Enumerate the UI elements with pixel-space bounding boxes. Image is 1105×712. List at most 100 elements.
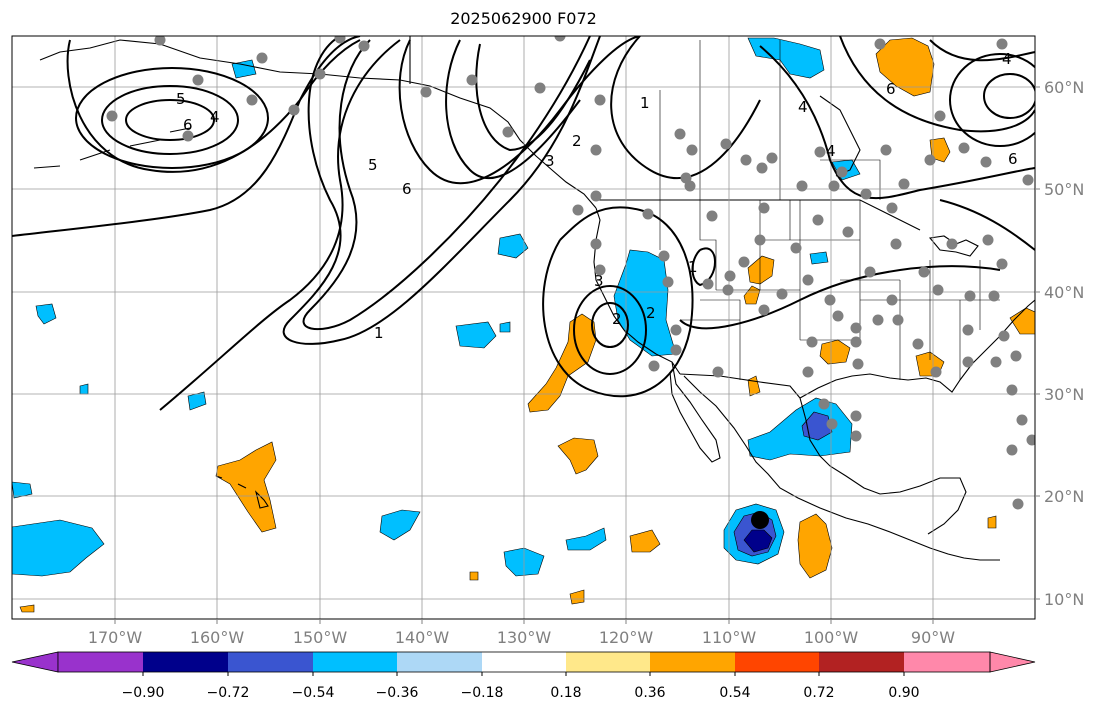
colorbar-tick-label: −0.36 <box>376 685 419 701</box>
station-dot <box>850 322 862 334</box>
station-dot <box>594 264 606 276</box>
station-dot <box>918 266 930 278</box>
positive-anomaly-pacific-1 <box>557 437 599 475</box>
gulf-of-mexico-coastline <box>799 397 967 535</box>
negative-anomaly-offshore-1 <box>455 321 497 349</box>
positive-anomaly-small-1 <box>19 604 35 613</box>
colorbar-segment <box>228 652 313 672</box>
state-borders <box>659 40 1000 380</box>
positive-anomaly-plains <box>819 339 851 365</box>
negative-anomaly-alaska <box>231 59 257 79</box>
station-dot <box>958 142 970 154</box>
station-dot <box>738 256 750 268</box>
aleutian-islands <box>33 127 191 169</box>
station-dot <box>1012 498 1024 510</box>
lat-tick-labels: 60°N 50°N 40°N 30°N 20°N 10°N <box>1044 78 1084 609</box>
station-dot <box>860 188 872 200</box>
lon-tick-label: 150°W <box>293 628 348 647</box>
map-title: 2025062900 F072 <box>450 9 597 28</box>
station-dot <box>988 290 1000 302</box>
negative-anomaly-small-1 <box>35 303 57 325</box>
station-dot <box>680 172 692 184</box>
contour-label: 6 <box>183 116 193 134</box>
contour-label: 2 <box>572 132 582 150</box>
contour-label: 3 <box>545 152 555 170</box>
colorbar-tick-labels: −0.90 −0.72 −0.54 −0.36 −0.18 0.18 0.36 … <box>122 685 920 701</box>
station-dot <box>256 52 268 64</box>
station-dot <box>828 180 840 192</box>
contour-line <box>398 36 641 185</box>
station-dot <box>192 74 204 86</box>
station-dot <box>658 250 670 262</box>
station-dot <box>1026 434 1035 446</box>
colorbar-segment <box>482 652 566 672</box>
station-dot <box>758 304 770 316</box>
great-lakes <box>928 235 979 257</box>
contour-line <box>679 265 1001 330</box>
negative-anomaly-small-2 <box>79 383 89 395</box>
station-dot <box>850 336 862 348</box>
station-dot <box>182 130 194 142</box>
positive-anomaly-pacific-2 <box>629 529 661 553</box>
negative-anomaly-mexico-gulf <box>747 397 853 461</box>
map-gridlines <box>12 36 1035 619</box>
station-dot <box>758 202 770 214</box>
negative-anomaly-offshore-3 <box>497 233 529 259</box>
contour-line <box>12 36 361 237</box>
station-dot <box>776 288 788 300</box>
colorbar-segment <box>58 652 143 672</box>
positive-anomaly-canada <box>875 37 935 97</box>
station-dot <box>314 68 326 80</box>
station-dot <box>962 324 974 336</box>
lon-tick-labels: 170°W 160°W 150°W 140°W 130°W 120°W 110°… <box>88 628 955 647</box>
station-dot <box>980 156 992 168</box>
station-dot <box>722 284 734 296</box>
positive-anomaly-hawaii <box>215 441 277 533</box>
station-dot <box>826 418 838 430</box>
station-dot <box>842 226 854 238</box>
contour-line <box>929 39 1035 62</box>
contour-line <box>159 39 401 411</box>
station-dot <box>106 110 118 122</box>
station-dot <box>814 146 826 158</box>
station-dot <box>962 356 974 368</box>
station-dot <box>946 238 958 250</box>
map-frame <box>11 35 1036 620</box>
negative-anomaly-pacific-west <box>12 519 105 577</box>
contour-label: 5 <box>368 156 378 174</box>
colorbar-extend-low <box>11 651 59 673</box>
positive-anomaly-rockies-2 <box>743 285 761 305</box>
contour-ring <box>591 302 629 348</box>
station-dot <box>874 38 886 50</box>
station-dot <box>706 210 718 222</box>
positive-anomaly-small-2 <box>469 571 479 581</box>
negative-anomaly-canada-1 <box>747 37 825 79</box>
contour-label: 2 <box>612 310 622 328</box>
station-dot <box>864 266 876 278</box>
station-dot <box>850 430 862 442</box>
station-dot <box>686 144 698 156</box>
positive-anomaly-small-4 <box>987 515 997 529</box>
colorbar-tick-label: −0.72 <box>207 685 250 701</box>
colorbar-segment <box>904 652 990 672</box>
station-dot <box>246 94 258 106</box>
station-dot <box>334 36 346 44</box>
station-dot <box>872 314 884 326</box>
contour-lines <box>12 36 1035 411</box>
lon-tick-label: 140°W <box>395 628 450 647</box>
station-dot <box>534 82 546 94</box>
station-dot <box>1010 350 1022 362</box>
colorbar-segment <box>735 652 819 672</box>
contour-line <box>282 36 601 345</box>
lon-tick-label: 120°W <box>599 628 654 647</box>
anomaly-shading <box>12 37 1035 613</box>
positive-anomaly-rockies-1 <box>747 255 775 285</box>
station-dot <box>850 410 862 422</box>
station-dot <box>1006 444 1018 456</box>
colorbar-tick-label: 0.72 <box>803 685 834 701</box>
contour-line <box>839 36 1035 133</box>
station-dot <box>964 290 976 302</box>
colorbar-tick-label: −0.54 <box>292 685 335 701</box>
station-dot <box>990 356 1002 368</box>
station-dot <box>1006 384 1018 396</box>
